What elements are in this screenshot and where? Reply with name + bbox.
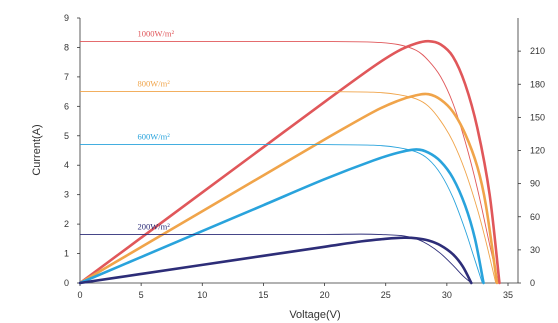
y2-tick-label: 30 [530,245,540,255]
irradiance-label: 200W/m² [137,221,170,231]
x-axis-title: Voltage(V) [289,309,340,321]
y-tick-label: 0 [64,278,69,288]
iv-curve-3 [79,233,472,284]
y-tick-label: 9 [64,13,69,23]
x-tick-label: 35 [503,290,513,300]
y-tick-label: 6 [64,101,69,111]
y2-tick-label: 180 [530,79,545,89]
y-tick-label: 7 [64,72,69,82]
pv-curve-3 [78,236,473,285]
x-tick-label: 30 [442,290,452,300]
x-tick-label: 5 [139,290,144,300]
y2-tick-label: 120 [530,146,545,156]
y-tick-label: 1 [64,249,69,259]
y2-tick-label: 210 [530,46,545,56]
y-axis-title: Current(A) [31,124,43,175]
y2-tick-label: 60 [530,212,540,222]
x-tick-label: 15 [258,290,268,300]
plot-area: 1000W/m² 800W/m² 600W/m² 200W/m² [78,29,501,285]
y2-tick-label: 0 [530,278,535,288]
y-tick-label: 5 [64,131,69,141]
x-tick-label: 25 [381,290,391,300]
irradiance-label: 600W/m² [137,132,170,142]
y-tick-label: 8 [64,42,69,52]
y-tick-label: 4 [64,160,69,170]
y2-tick-label: 90 [530,179,540,189]
iv-curve-1 [80,91,497,284]
x-tick-label: 10 [197,290,207,300]
irradiance-label: 1000W/m² [137,29,174,39]
iv-curve-0 [80,41,499,284]
y-tick-label: 2 [64,219,69,229]
x-tick-label: 0 [77,290,82,300]
irradiance-label: 800W/m² [137,79,170,89]
y-tick-label: 3 [64,190,69,200]
pv-curve-2 [78,148,485,285]
pv-curve-1 [78,92,499,285]
pv-curve-0 [78,39,501,285]
x-tick-label: 20 [320,290,330,300]
y2-tick-label: 150 [530,112,545,122]
tick-labels: 0 5 10 15 20 25 30 3501234567890306090120150180… [64,13,545,300]
